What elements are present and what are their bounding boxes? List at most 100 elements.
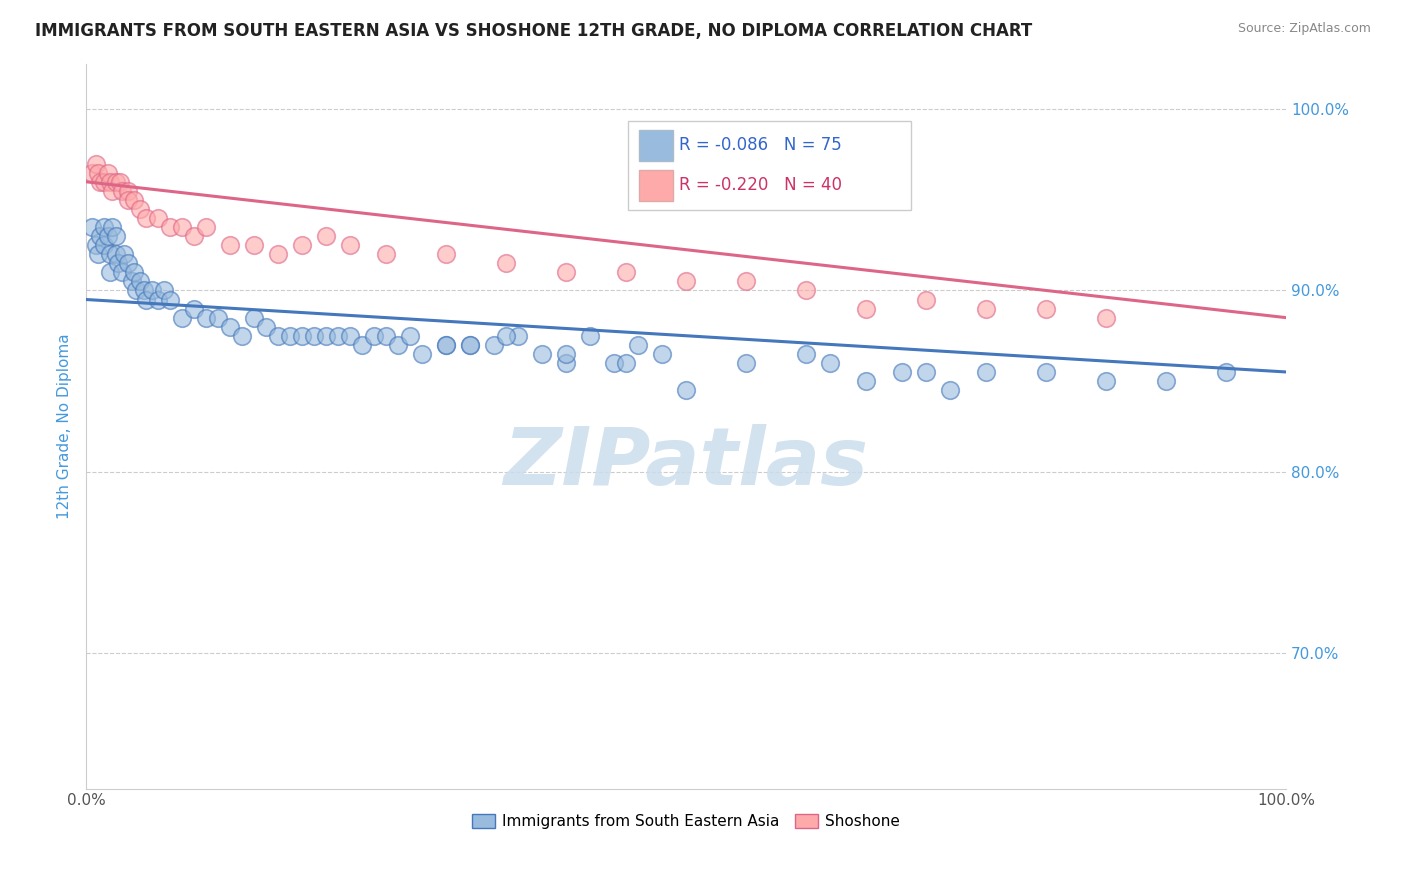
Point [363,328,385,343]
Point [183,301,205,316]
Point [1154,374,1177,388]
Point [375,328,398,343]
Point [735,356,758,370]
Point [675,383,697,397]
Point [243,238,266,252]
Point [87,247,110,261]
Text: ZIPatlas: ZIPatlas [503,424,869,501]
Point [531,347,554,361]
Point [159,220,181,235]
Point [122,265,145,279]
Point [89,175,111,189]
Point [153,284,176,298]
Point [111,265,134,279]
Point [974,365,997,379]
Point [105,175,128,189]
Text: R = -0.086   N = 75: R = -0.086 N = 75 [679,136,842,154]
Point [97,229,120,244]
Text: R = -0.220   N = 40: R = -0.220 N = 40 [679,176,842,194]
Point [614,356,637,370]
Point [891,365,914,379]
Point [146,211,169,225]
Point [117,184,139,198]
Point [1095,374,1118,388]
Point [93,175,115,189]
Point [98,247,121,261]
Point [495,328,517,343]
Point [267,328,290,343]
Point [555,265,578,279]
Point [121,274,143,288]
Point [315,229,337,244]
Point [555,356,578,370]
Point [291,328,314,343]
Point [89,229,111,244]
Point [195,220,218,235]
Point [818,356,841,370]
Point [855,301,877,316]
Point [482,338,505,352]
Point [458,338,481,352]
Point [603,356,626,370]
Point [458,338,481,352]
Point [675,274,697,288]
Point [129,202,152,216]
Point [132,284,155,298]
Point [101,220,124,235]
Point [794,347,817,361]
Point [1215,365,1237,379]
Point [107,256,129,270]
Point [146,293,169,307]
Point [1035,365,1057,379]
Point [117,256,139,270]
Point [129,274,152,288]
Point [80,220,103,235]
Point [183,229,205,244]
Point [231,328,253,343]
Point [98,175,121,189]
Point [291,238,314,252]
Point [579,328,602,343]
Point [614,265,637,279]
Point [105,247,128,261]
Point [125,284,148,298]
Point [302,328,325,343]
Point [375,247,398,261]
Point [315,328,337,343]
Point [93,220,115,235]
Point [278,328,301,343]
Point [411,347,433,361]
Point [159,293,181,307]
Point [651,347,673,361]
Point [84,156,107,170]
Point [267,247,290,261]
Point [84,238,107,252]
Point [254,319,277,334]
Point [495,256,517,270]
Point [915,293,938,307]
Point [350,338,373,352]
Point [93,238,115,252]
Point [399,328,422,343]
Point [219,238,242,252]
Point [80,166,103,180]
Point [111,184,134,198]
Point [105,229,128,244]
Point [339,238,361,252]
Point [326,328,349,343]
Point [122,193,145,207]
Point [101,184,124,198]
Point [243,310,266,325]
Point [219,319,242,334]
Point [387,338,409,352]
Point [627,338,650,352]
Point [207,310,229,325]
Point [915,365,938,379]
Point [1095,310,1118,325]
Text: IMMIGRANTS FROM SOUTH EASTERN ASIA VS SHOSHONE 12TH GRADE, NO DIPLOMA CORRELATIO: IMMIGRANTS FROM SOUTH EASTERN ASIA VS SH… [35,22,1032,40]
Point [170,310,193,325]
Point [855,374,877,388]
Point [339,328,361,343]
Legend: Immigrants from South Eastern Asia, Shoshone: Immigrants from South Eastern Asia, Shos… [465,808,907,835]
Point [97,166,120,180]
